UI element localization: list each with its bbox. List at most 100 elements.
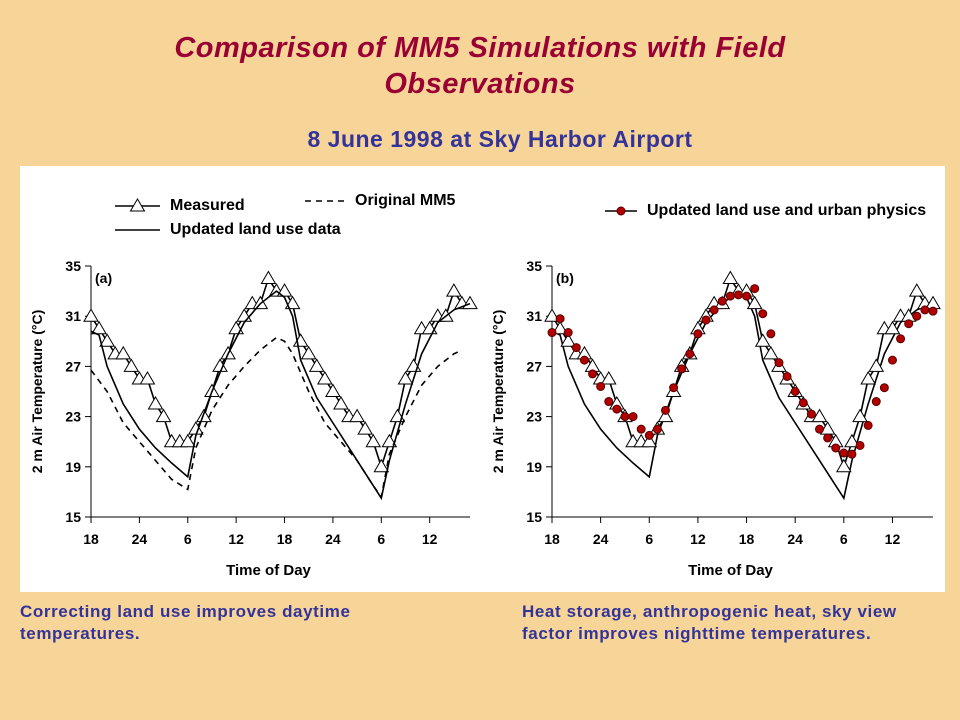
dot-marker — [742, 291, 752, 301]
triangle-marker — [91, 320, 107, 335]
dot-marker — [612, 404, 622, 414]
x-tick-label: 6 — [840, 531, 848, 547]
dot-marker — [636, 424, 646, 434]
dot-marker — [879, 383, 889, 393]
triangle-marker — [300, 345, 317, 360]
triangle-marker — [884, 320, 901, 335]
dot-marker — [652, 424, 662, 434]
triangle-marker — [446, 283, 462, 297]
dot-marker — [677, 364, 687, 374]
triangle-marker — [908, 283, 925, 297]
dot-marker — [579, 355, 589, 365]
dot-marker — [725, 291, 735, 301]
x-tick-label: 12 — [422, 531, 438, 547]
y-tick-label: 23 — [65, 409, 81, 425]
dot-marker — [806, 409, 816, 419]
triangle-marker — [236, 308, 253, 322]
dot-marker — [912, 311, 922, 321]
x-tick-label: 24 — [325, 531, 341, 547]
dot-marker — [904, 319, 914, 329]
y-tick-label: 15 — [526, 509, 542, 525]
triangle-marker — [835, 458, 852, 473]
dot-marker — [685, 349, 695, 359]
x-tick-label: 12 — [228, 531, 244, 547]
x-tick-label: 18 — [739, 531, 755, 547]
legend-label: Updated land use and urban physics — [647, 202, 927, 219]
dot-marker — [604, 397, 614, 407]
dot-marker — [709, 305, 719, 315]
dot-marker — [733, 290, 743, 300]
legend-label: Updated land use data — [170, 221, 341, 238]
dot-marker — [920, 305, 930, 315]
series-line — [90, 290, 471, 501]
y-axis-label: 2 m Air Temperature (°C) — [490, 310, 506, 474]
title: Comparison of MM5 Simulations with Field… — [174, 32, 786, 100]
triangle-marker — [179, 433, 196, 448]
y-tick-label: 35 — [65, 258, 81, 274]
triangle-marker — [844, 433, 860, 448]
x-tick-label: 6 — [645, 531, 653, 547]
triangle-marker — [552, 320, 568, 335]
x-tick-label: 6 — [377, 531, 385, 547]
dot-marker — [887, 355, 897, 365]
dot-marker — [555, 314, 565, 324]
dot-marker — [758, 309, 768, 319]
y-tick-label: 35 — [526, 258, 542, 274]
legend-label: Measured — [170, 197, 245, 214]
triangle-marker — [746, 295, 763, 310]
triangle-marker — [544, 308, 560, 322]
triangle-marker — [600, 370, 617, 385]
triangle-marker — [397, 370, 414, 385]
x-tick-label: 12 — [885, 531, 901, 547]
x-tick-label: 24 — [593, 531, 609, 547]
triangle-marker — [860, 370, 877, 385]
triangle-marker — [852, 408, 868, 423]
dot-marker — [620, 412, 630, 422]
y-tick-label: 19 — [65, 459, 81, 475]
series-line — [551, 290, 934, 501]
y-tick-label: 31 — [65, 308, 81, 324]
caption: Heat storage, anthropogenic heat, sky vi… — [522, 602, 897, 643]
x-tick-label: 12 — [690, 531, 706, 547]
dot-marker — [815, 424, 825, 434]
triangle-marker — [99, 333, 115, 347]
triangle-marker — [276, 283, 293, 297]
x-tick-label: 24 — [132, 531, 148, 547]
triangle-marker — [868, 358, 885, 372]
dot-marker — [896, 334, 906, 344]
dot-marker — [790, 387, 800, 396]
x-tick-label: 18 — [544, 531, 560, 547]
x-axis-label: Time of Day — [226, 562, 311, 579]
dot-marker — [928, 306, 938, 316]
y-tick-label: 15 — [65, 509, 81, 525]
panel-label: (b) — [556, 270, 574, 286]
y-tick-label: 31 — [526, 308, 542, 324]
y-tick-label: 23 — [526, 409, 542, 425]
x-tick-label: 18 — [277, 531, 293, 547]
triangle-marker — [641, 433, 658, 448]
x-tick-label: 24 — [787, 531, 803, 547]
dot-marker — [596, 381, 606, 391]
triangle-marker — [754, 333, 771, 347]
triangle-marker — [308, 358, 325, 372]
dot-marker — [871, 397, 881, 407]
triangle-marker — [811, 408, 828, 423]
dot-marker — [563, 328, 573, 338]
triangle-marker — [722, 270, 739, 285]
dot-marker — [798, 398, 808, 408]
panel-label: (a) — [95, 270, 112, 286]
triangle-marker — [365, 433, 382, 448]
triangle-marker — [333, 396, 349, 410]
dot-marker — [782, 371, 792, 381]
triangle-marker — [284, 295, 301, 310]
y-tick-label: 27 — [65, 358, 81, 374]
dot-marker — [588, 369, 598, 379]
dot-marker — [701, 315, 711, 325]
dot-marker — [644, 430, 654, 440]
triangle-marker — [115, 345, 132, 360]
dot-marker — [766, 329, 776, 339]
dot-marker — [547, 328, 557, 338]
triangle-marker — [147, 396, 164, 410]
triangle-marker — [349, 408, 365, 423]
